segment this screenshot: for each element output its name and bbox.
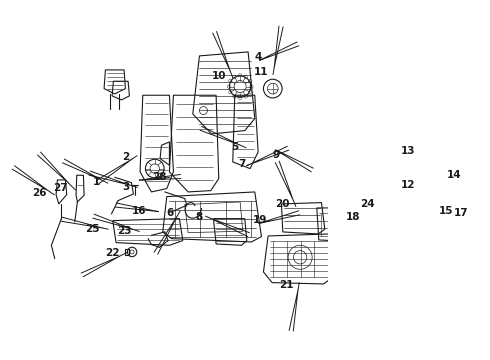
Text: 13: 13 <box>400 145 415 156</box>
Text: 11: 11 <box>254 67 268 77</box>
Text: 9: 9 <box>273 150 280 160</box>
Text: 14: 14 <box>447 170 462 180</box>
Text: 6: 6 <box>166 208 173 218</box>
Text: 21: 21 <box>279 280 294 290</box>
Text: 12: 12 <box>400 180 415 190</box>
Text: 15: 15 <box>439 206 454 216</box>
Text: 7: 7 <box>238 159 245 169</box>
Text: 8: 8 <box>196 212 203 222</box>
Text: 3: 3 <box>122 181 129 192</box>
Text: 23: 23 <box>117 226 131 235</box>
Text: 27: 27 <box>53 183 68 193</box>
Text: 4: 4 <box>254 52 262 62</box>
Text: 17: 17 <box>454 208 468 218</box>
Text: 16: 16 <box>132 206 147 216</box>
Text: 1: 1 <box>93 177 100 187</box>
Text: 2: 2 <box>122 152 129 162</box>
Text: 10: 10 <box>212 71 227 81</box>
Text: 28: 28 <box>152 172 167 182</box>
Text: 22: 22 <box>105 248 120 258</box>
Text: 19: 19 <box>252 215 267 225</box>
Text: 25: 25 <box>86 224 100 234</box>
Text: 26: 26 <box>32 188 47 198</box>
Text: 18: 18 <box>345 212 360 222</box>
Text: 20: 20 <box>275 199 290 209</box>
Text: 5: 5 <box>231 141 238 152</box>
Text: 24: 24 <box>360 199 375 209</box>
